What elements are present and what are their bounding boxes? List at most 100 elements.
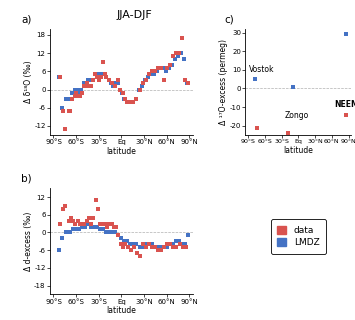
Point bbox=[125, 99, 130, 104]
Point bbox=[146, 242, 151, 247]
Point bbox=[177, 242, 182, 247]
Point bbox=[84, 81, 90, 86]
Point bbox=[176, 239, 182, 244]
Point bbox=[159, 248, 164, 253]
Point bbox=[166, 66, 172, 71]
X-axis label: latitude: latitude bbox=[106, 147, 136, 156]
Point bbox=[149, 69, 154, 74]
Point bbox=[167, 63, 173, 68]
Point bbox=[70, 96, 75, 101]
Point bbox=[151, 72, 157, 77]
Point bbox=[81, 81, 87, 86]
Point bbox=[343, 32, 349, 37]
Point bbox=[137, 87, 142, 92]
Point bbox=[101, 72, 107, 77]
Point bbox=[161, 78, 166, 83]
Point bbox=[143, 242, 148, 247]
Point bbox=[59, 105, 65, 110]
Point bbox=[161, 244, 166, 250]
Point bbox=[170, 53, 176, 59]
Y-axis label: Δ δ¹⁸O (‰): Δ δ¹⁸O (‰) bbox=[24, 60, 33, 103]
Text: c): c) bbox=[224, 14, 234, 25]
Point bbox=[79, 90, 85, 95]
Point bbox=[104, 224, 110, 229]
Point bbox=[148, 72, 154, 77]
Point bbox=[158, 244, 164, 250]
Point bbox=[122, 96, 128, 101]
Point bbox=[119, 236, 124, 241]
Point bbox=[180, 244, 185, 250]
Point bbox=[63, 96, 69, 101]
Point bbox=[103, 230, 109, 235]
Point bbox=[108, 81, 114, 86]
Point bbox=[149, 242, 154, 247]
Text: a): a) bbox=[21, 14, 31, 25]
Point bbox=[82, 221, 87, 226]
Point bbox=[115, 78, 120, 83]
Point bbox=[106, 221, 112, 226]
Point bbox=[92, 72, 98, 77]
Text: Vostok: Vostok bbox=[249, 65, 275, 74]
Point bbox=[143, 244, 149, 250]
X-axis label: latitude: latitude bbox=[106, 306, 136, 315]
Point bbox=[130, 99, 136, 104]
Y-axis label: Δ ¹⁷O-excess (permeg): Δ ¹⁷O-excess (permeg) bbox=[219, 39, 228, 125]
Point bbox=[182, 78, 188, 83]
Point bbox=[78, 87, 84, 92]
Point bbox=[137, 253, 143, 259]
Point bbox=[164, 244, 170, 250]
Point bbox=[125, 244, 131, 250]
Point bbox=[179, 242, 185, 247]
Point bbox=[113, 81, 118, 86]
Text: b): b) bbox=[21, 174, 32, 184]
Point bbox=[72, 87, 77, 92]
Point bbox=[131, 244, 137, 250]
Point bbox=[92, 72, 98, 77]
Point bbox=[96, 78, 102, 83]
Point bbox=[62, 126, 68, 132]
Point bbox=[97, 72, 102, 77]
Point bbox=[106, 78, 111, 83]
Point bbox=[97, 227, 103, 232]
Point bbox=[152, 244, 158, 250]
Point bbox=[136, 87, 142, 92]
Point bbox=[140, 244, 145, 250]
Point bbox=[121, 96, 127, 101]
Point bbox=[81, 84, 87, 89]
Point bbox=[62, 203, 68, 208]
Point bbox=[133, 96, 138, 101]
Point bbox=[254, 125, 260, 130]
Point bbox=[185, 81, 191, 86]
Point bbox=[127, 99, 132, 104]
Point bbox=[183, 244, 189, 250]
Point bbox=[133, 242, 139, 247]
Point bbox=[88, 78, 93, 83]
Point bbox=[179, 35, 185, 40]
Point bbox=[170, 242, 176, 247]
X-axis label: latitude: latitude bbox=[284, 146, 313, 155]
Point bbox=[109, 230, 115, 235]
Point bbox=[99, 72, 105, 77]
Point bbox=[82, 224, 88, 229]
Point bbox=[110, 84, 116, 89]
Point bbox=[102, 72, 108, 77]
Point bbox=[174, 244, 179, 250]
Point bbox=[111, 224, 117, 229]
Point bbox=[168, 242, 173, 247]
Point bbox=[290, 84, 296, 89]
Point bbox=[100, 60, 105, 65]
Point bbox=[91, 224, 97, 229]
Point bbox=[79, 224, 85, 229]
Point bbox=[70, 90, 75, 95]
Point bbox=[83, 84, 89, 89]
Legend: data, LMDZ: data, LMDZ bbox=[271, 219, 326, 254]
Point bbox=[141, 242, 146, 247]
Point bbox=[146, 72, 151, 77]
Point bbox=[113, 230, 118, 235]
Point bbox=[115, 233, 121, 238]
Point bbox=[157, 66, 163, 71]
Point bbox=[73, 227, 79, 232]
Point bbox=[77, 93, 83, 98]
Point bbox=[63, 230, 69, 235]
Point bbox=[90, 78, 95, 83]
